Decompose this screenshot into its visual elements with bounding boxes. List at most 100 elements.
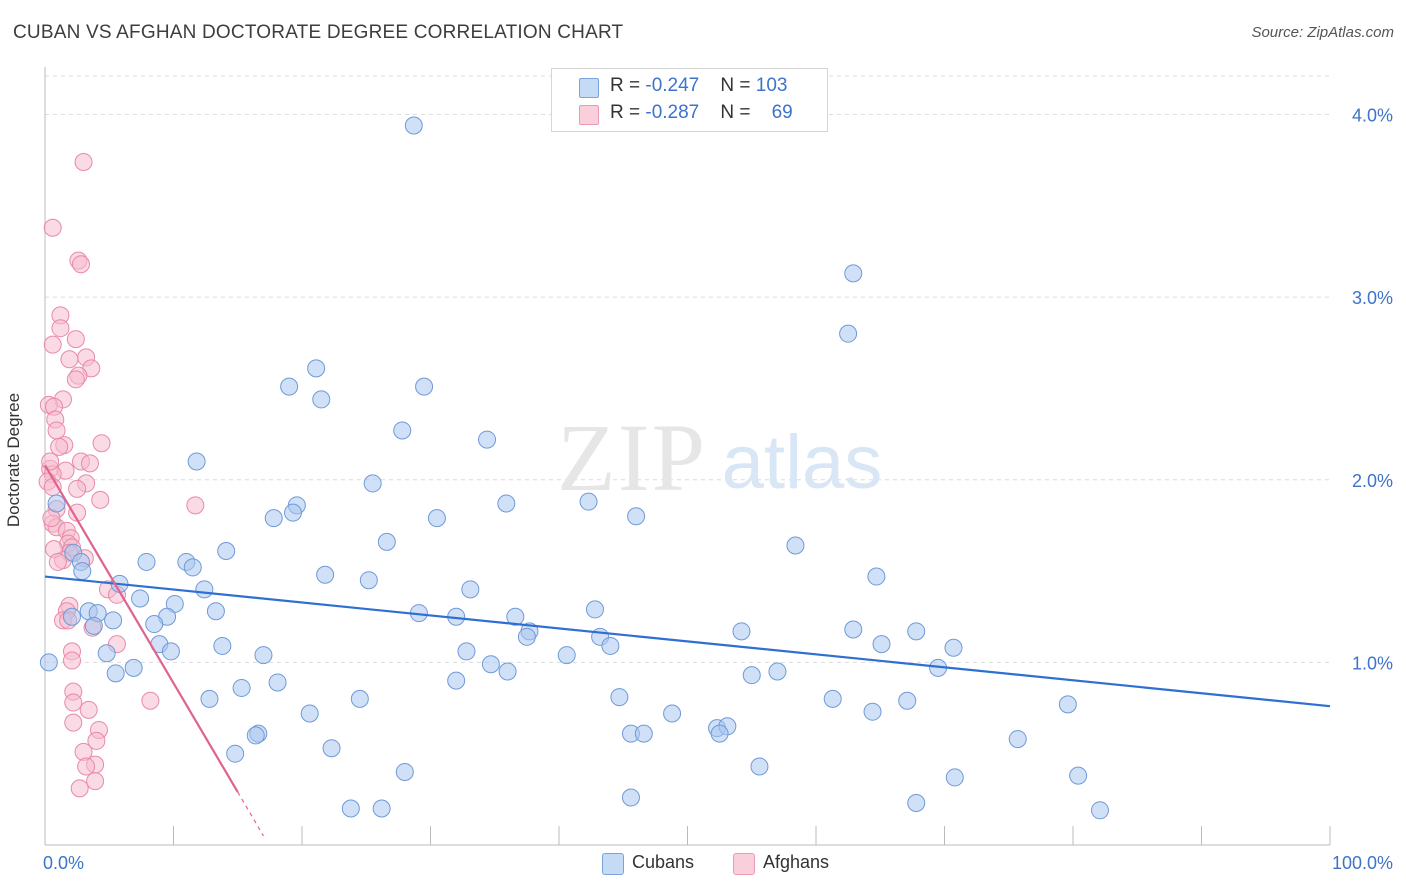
watermark-zip: ZIP bbox=[557, 404, 707, 511]
cuban-point-98 bbox=[341, 799, 360, 818]
cuban-point-42 bbox=[506, 607, 525, 626]
afghan-point-5 bbox=[51, 319, 70, 338]
afghan-points bbox=[38, 153, 205, 798]
cuban-point-7 bbox=[393, 421, 412, 440]
afghan-point-9 bbox=[60, 350, 79, 369]
cuban-point-23 bbox=[137, 552, 156, 571]
cuban-point-4 bbox=[280, 377, 299, 396]
afghan-point-12 bbox=[66, 370, 85, 389]
source-label: Source: ZipAtlas.com bbox=[1251, 24, 1394, 41]
cuban-point-79 bbox=[1058, 695, 1077, 714]
gridlines bbox=[45, 75, 1330, 663]
afghan-point-7 bbox=[43, 335, 62, 354]
cuban-point-47 bbox=[84, 616, 103, 635]
cuban-point-60 bbox=[457, 642, 476, 661]
y-tick-label-0: 1.0% bbox=[1352, 653, 1393, 673]
cuban-point-11 bbox=[47, 494, 66, 513]
afghan-point-61 bbox=[77, 757, 96, 776]
cuban-point-69 bbox=[742, 666, 761, 685]
cuban-point-96 bbox=[1069, 766, 1088, 785]
afghan-point-22 bbox=[80, 454, 99, 473]
cuban-point-19 bbox=[377, 532, 396, 551]
cuban-point-8 bbox=[478, 430, 497, 449]
chart-title: CUBAN VS AFGHAN DOCTORATE DEGREE CORRELA… bbox=[13, 22, 624, 43]
afghan-point-63 bbox=[70, 779, 89, 798]
cuban-point-56 bbox=[601, 636, 620, 655]
cuban-point-50 bbox=[844, 620, 863, 639]
cuban-point-78 bbox=[898, 691, 917, 710]
afghan-point-1 bbox=[43, 218, 62, 237]
afghan-point-54 bbox=[141, 691, 160, 710]
cuban-point-73 bbox=[232, 678, 251, 697]
cuban-point-94 bbox=[395, 762, 414, 781]
afghan-point-53 bbox=[64, 693, 83, 712]
cuban-point-95 bbox=[945, 768, 964, 787]
afghan-point-67 bbox=[68, 479, 87, 498]
afghan-point-56 bbox=[64, 713, 83, 732]
cuban-point-0 bbox=[404, 116, 423, 135]
cuban-point-31 bbox=[867, 567, 886, 586]
cuban-point-12 bbox=[497, 494, 516, 513]
cuban-point-88 bbox=[246, 726, 265, 745]
stats-text-afghans: R = -0.287 N = 69 bbox=[610, 102, 793, 123]
y-tick-label-2: 3.0% bbox=[1352, 288, 1393, 308]
cuban-point-55 bbox=[213, 636, 232, 655]
legend-label-cubans: Cubans bbox=[632, 852, 695, 872]
afghan-point-3 bbox=[71, 255, 90, 274]
afghans-swatch bbox=[579, 105, 599, 125]
legend-swatch-cubans bbox=[602, 853, 624, 875]
cuban-point-100 bbox=[907, 793, 926, 812]
cuban-point-97 bbox=[621, 788, 640, 807]
cuban-point-5 bbox=[415, 377, 434, 396]
afghan-point-18 bbox=[92, 434, 111, 453]
afghan-point-0 bbox=[74, 153, 93, 172]
cuban-point-28 bbox=[316, 565, 335, 584]
cuban-point-86 bbox=[634, 724, 653, 743]
cuban-point-16 bbox=[264, 509, 283, 528]
afghan-point-51 bbox=[62, 651, 81, 670]
cuban-point-1 bbox=[844, 264, 863, 283]
cuban-point-89 bbox=[710, 724, 729, 743]
legend-label-afghans: Afghans bbox=[763, 852, 830, 872]
cuban-point-25 bbox=[183, 558, 202, 577]
cuban-point-32 bbox=[461, 580, 480, 599]
cuban-point-57 bbox=[872, 635, 891, 654]
afghan-point-58 bbox=[87, 731, 106, 750]
afghan-point-6 bbox=[66, 330, 85, 349]
cuban-point-58 bbox=[944, 638, 963, 657]
tick-labels: 1.0% 2.0% 3.0% 4.0% 0.0% 100.0% bbox=[43, 106, 1393, 873]
cuban-point-65 bbox=[481, 655, 500, 674]
cuban-point-77 bbox=[823, 689, 842, 708]
cuban-point-80 bbox=[300, 704, 319, 723]
afghan-point-66 bbox=[48, 552, 67, 571]
x-tick-label-max: 100.0% bbox=[1332, 853, 1393, 873]
afghan-trend-line bbox=[44, 464, 239, 793]
cuban-point-90 bbox=[1008, 730, 1027, 749]
cuban-point-93 bbox=[750, 757, 769, 776]
cuban-point-62 bbox=[254, 646, 273, 665]
cuban-point-10 bbox=[363, 474, 382, 493]
cuban-point-2 bbox=[839, 324, 858, 343]
cuban-point-29 bbox=[359, 571, 378, 590]
cuban-point-59 bbox=[161, 642, 180, 661]
cuban-point-27 bbox=[73, 562, 92, 581]
cuban-point-101 bbox=[1090, 801, 1109, 820]
cuban-point-75 bbox=[200, 689, 219, 708]
cuban-point-91 bbox=[322, 739, 341, 758]
cuban-point-72 bbox=[268, 673, 287, 692]
cuban-point-81 bbox=[663, 704, 682, 723]
afghan-point-55 bbox=[79, 700, 98, 719]
cuban-point-76 bbox=[350, 689, 369, 708]
watermark-atlas: atlas bbox=[722, 420, 883, 505]
cuban-point-64 bbox=[124, 658, 143, 677]
legend-swatch-afghans bbox=[733, 853, 755, 875]
stats-legend: R = -0.247 N = 103 R = -0.287 N = 69 bbox=[551, 68, 828, 132]
cuban-point-44 bbox=[104, 611, 123, 630]
x-tick-label-min: 0.0% bbox=[43, 853, 84, 873]
cuban-trend-line bbox=[44, 575, 1331, 708]
cuban-point-99 bbox=[372, 799, 391, 818]
afghan-point-65 bbox=[41, 452, 60, 471]
y-tick-label-3: 4.0% bbox=[1352, 106, 1393, 126]
cuban-point-46 bbox=[145, 615, 164, 634]
